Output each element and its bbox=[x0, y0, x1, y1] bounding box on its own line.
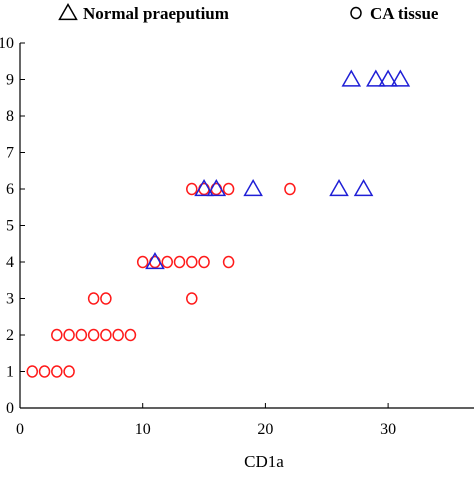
circle-point bbox=[87, 328, 100, 342]
circle-point bbox=[63, 328, 75, 342]
x-axis-label: CD1a bbox=[244, 452, 284, 471]
triangle-point bbox=[329, 178, 349, 197]
circle-point bbox=[186, 292, 198, 305]
x-tick-label: 10 bbox=[135, 421, 151, 438]
circle-point bbox=[222, 255, 235, 269]
y-tick-label: 10 bbox=[0, 35, 14, 52]
circle-point bbox=[75, 328, 88, 342]
y-tick-label: 6 bbox=[6, 181, 14, 198]
circle-point bbox=[100, 328, 112, 342]
x-tick-label: 0 bbox=[16, 421, 24, 438]
circle-point bbox=[38, 365, 51, 378]
triangle-point bbox=[145, 251, 165, 270]
y-tick-label: 0 bbox=[6, 400, 14, 417]
legend-triangle-marker bbox=[58, 2, 78, 21]
triangle-point bbox=[243, 178, 263, 197]
circle-point bbox=[173, 255, 186, 269]
triangle-point bbox=[341, 69, 362, 87]
triangle-point bbox=[390, 69, 411, 87]
circle-point bbox=[112, 328, 124, 342]
triangle-point bbox=[378, 69, 398, 87]
triangle-point bbox=[353, 178, 374, 197]
circle-point bbox=[51, 328, 63, 342]
y-tick-label: 8 bbox=[6, 108, 14, 125]
circle-point bbox=[284, 182, 296, 196]
triangle-point bbox=[206, 178, 227, 197]
circle-point bbox=[222, 182, 235, 196]
circle-point bbox=[100, 292, 112, 305]
triangle-point bbox=[366, 69, 386, 87]
circle-point bbox=[26, 365, 39, 378]
y-tick-label: 7 bbox=[6, 145, 14, 162]
legend-label-ca-tissue: CA tissue bbox=[370, 4, 439, 23]
triangle-point bbox=[194, 178, 214, 197]
legend-circle-marker bbox=[350, 6, 362, 20]
y-tick-label: 5 bbox=[6, 218, 14, 235]
circle-point bbox=[198, 255, 210, 269]
circle-point bbox=[186, 182, 198, 196]
legend-label-normal-praeputium: Normal praeputium bbox=[83, 4, 229, 23]
y-tick-label: 1 bbox=[6, 364, 14, 381]
y-tick-label: 2 bbox=[6, 327, 14, 344]
circle-point bbox=[87, 292, 100, 305]
circle-point bbox=[136, 255, 149, 269]
circle-point bbox=[63, 365, 75, 378]
circle-point bbox=[161, 255, 173, 269]
circle-point bbox=[186, 255, 198, 269]
x-tick-label: 30 bbox=[380, 421, 396, 438]
y-tick-label: 4 bbox=[6, 254, 14, 271]
x-tick-label: 20 bbox=[257, 421, 273, 438]
y-tick-label: 3 bbox=[6, 291, 14, 308]
circle-point bbox=[124, 328, 137, 342]
circle-point bbox=[51, 365, 63, 378]
y-tick-label: 9 bbox=[6, 72, 14, 89]
